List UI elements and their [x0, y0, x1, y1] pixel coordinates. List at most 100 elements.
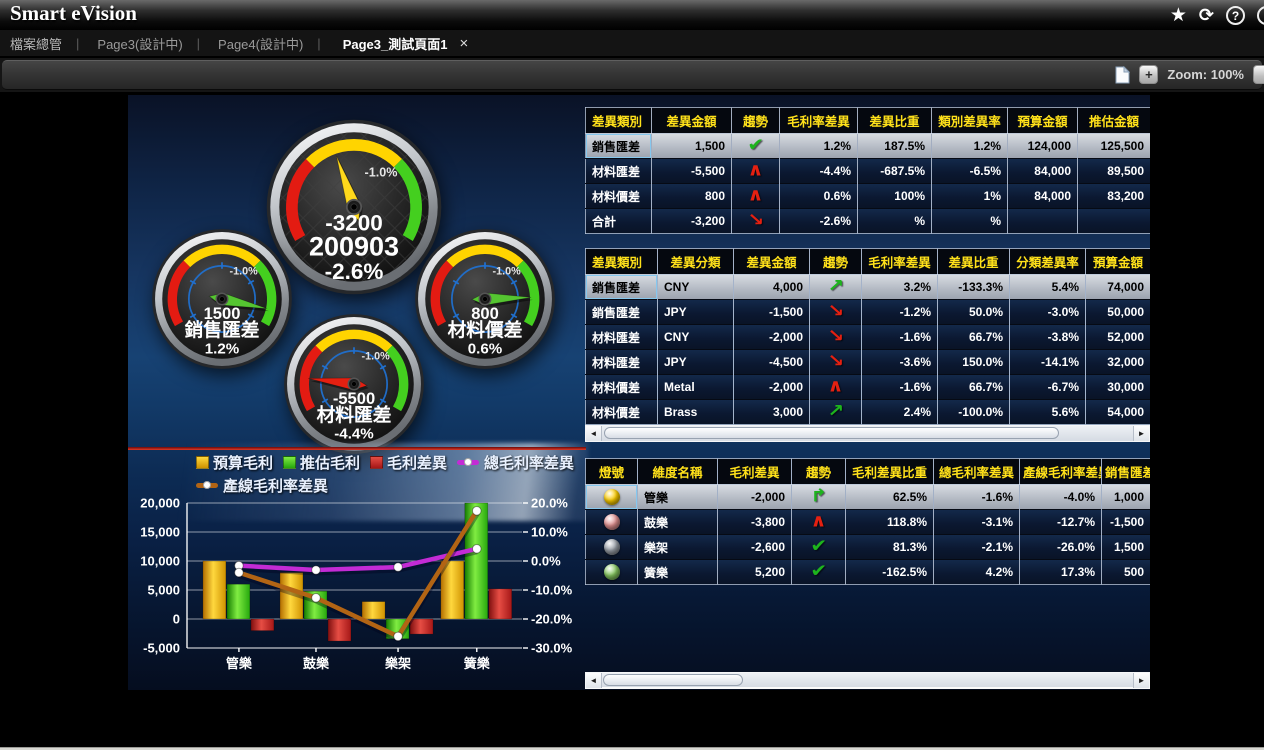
- scrollbar-thumb[interactable]: [603, 674, 743, 686]
- column-header[interactable]: 毛利率差異: [779, 107, 858, 134]
- table-cell: 50,000: [1085, 299, 1150, 325]
- table-row[interactable]: 樂架 -2,600 ✔ 81.3% -2.1% -26.0% 1,500: [585, 534, 1150, 560]
- table-cell: 52,000: [1085, 324, 1150, 350]
- column-header[interactable]: 預算金額: [1085, 248, 1150, 275]
- table-row[interactable]: 合計 -3,200 ↘ -2.6%%%: [585, 208, 1150, 234]
- column-header[interactable]: 預算金額: [1007, 107, 1078, 134]
- scrollbar-thumb[interactable]: [604, 427, 1059, 439]
- table-row[interactable]: 管樂 -2,000 ↱ 62.5% -1.6% -4.0% 1,000: [585, 484, 1150, 510]
- table-row[interactable]: 材料價差 Metal -2,000 ∧ -1.6% 66.7% -6.7% 30,000: [585, 374, 1150, 400]
- help-icon[interactable]: ?: [1226, 6, 1245, 25]
- favorite-star-icon[interactable]: ★: [1169, 5, 1187, 26]
- table-cell: 187.5%: [857, 133, 932, 159]
- column-header[interactable]: 差異比重: [857, 107, 932, 134]
- column-header[interactable]: 燈號: [585, 458, 638, 485]
- column-header[interactable]: 銷售匯差: [1101, 458, 1150, 485]
- gauge-period-total[interactable]: -1.0% -3200 200903 -2.6%: [264, 117, 444, 297]
- bar-推估毛利[interactable]: [464, 502, 489, 620]
- gauge-percent: 0.6%: [468, 341, 503, 358]
- table-cell: ↗: [809, 399, 862, 425]
- table-row[interactable]: 銷售匯差 1,500 ✔ 1.2% 187.5% 1.2% 124,000 125,500: [585, 133, 1150, 159]
- table-row[interactable]: 銷售匯差 JPY -1,500 ↘ -1.2% 50.0% -3.0% 50,000: [585, 299, 1150, 325]
- table-row[interactable]: 簧樂 5,200 ✔ -162.5% 4.2% 17.3% 500: [585, 559, 1150, 585]
- column-header[interactable]: 差異類別: [585, 248, 658, 275]
- column-header[interactable]: 差異分類: [657, 248, 734, 275]
- table2-hscrollbar[interactable]: ◄ ►: [585, 425, 1150, 442]
- table-row[interactable]: 材料價差 800 ∧ 0.6% 100% 1% 84,000 83,200: [585, 183, 1150, 209]
- table-cell: -2,000: [733, 374, 810, 400]
- column-header[interactable]: 差異金額: [733, 248, 810, 275]
- table-cell: -12.7%: [1019, 509, 1102, 535]
- scroll-left-arrow-button[interactable]: ◄: [586, 426, 602, 441]
- table-row[interactable]: 材料匯差 -5,500 ∧ -4.4% -687.5% -6.5% 84,000 89,500: [585, 158, 1150, 184]
- tab-page3-design[interactable]: Page3(設計中): [97, 36, 183, 52]
- column-header[interactable]: 趨勢: [809, 248, 862, 275]
- line-產線毛利率差異: [238, 509, 479, 639]
- bar-預算毛利[interactable]: [202, 560, 227, 620]
- refresh-icon[interactable]: ⟳: [1198, 5, 1214, 25]
- bar-毛利差異[interactable]: [250, 618, 275, 631]
- tab-page3-test-active[interactable]: Page3_測試頁面1: [342, 36, 448, 52]
- legend-item: 預算毛利: [196, 452, 273, 473]
- scroll-right-arrow-button[interactable]: ►: [1133, 673, 1149, 688]
- table-cell: 材料價差: [585, 183, 652, 209]
- column-header[interactable]: 毛利差異: [717, 458, 792, 485]
- line-point: [311, 565, 321, 575]
- table-cell: ↱: [791, 484, 846, 510]
- table-row[interactable]: 鼓樂 -3,800 ∧ 118.8% -3.1% -12.7% -1,500: [585, 509, 1150, 535]
- gauge-sales-fx[interactable]: -1.0% 1500 銷售匯差 1.2%: [150, 227, 294, 371]
- column-header[interactable]: 推估金額: [1077, 107, 1150, 134]
- bar-毛利差異[interactable]: [409, 618, 434, 635]
- scroll-left-arrow-button[interactable]: ◄: [586, 673, 602, 688]
- table-cell: ↘: [809, 349, 862, 375]
- table-cell: 樂架: [637, 534, 718, 560]
- table3-hscrollbar[interactable]: ◄ ►: [585, 672, 1150, 689]
- column-header[interactable]: 差異比重: [937, 248, 1010, 275]
- column-header[interactable]: 趨勢: [791, 458, 846, 485]
- column-header[interactable]: 總毛利率差異: [933, 458, 1020, 485]
- table-cell: -2,600: [717, 534, 792, 560]
- column-header[interactable]: 毛利差異比重: [845, 458, 934, 485]
- table-cell: -2,000: [717, 484, 792, 510]
- gauge-material-fx[interactable]: -1.0% -5500 材料匯差 -4.4%: [282, 312, 426, 456]
- bar-預算毛利[interactable]: [440, 560, 465, 620]
- tab-page4-design[interactable]: Page4(設計中): [218, 36, 304, 52]
- table-cell: %: [857, 208, 932, 234]
- chart-legend-row1: 預算毛利 推估毛利 毛利差異 總毛利率差異: [196, 452, 580, 473]
- zoom-in-button[interactable]: +: [1139, 65, 1159, 84]
- new-page-icon[interactable]: [1115, 65, 1131, 84]
- power-icon[interactable]: [1257, 6, 1264, 25]
- table-cell: [585, 559, 638, 585]
- bar-預算毛利[interactable]: [361, 601, 386, 620]
- scroll-right-arrow-button[interactable]: ►: [1133, 426, 1149, 441]
- zoom-out-button[interactable]: [1253, 65, 1264, 84]
- table-cell: 0.6%: [779, 183, 858, 209]
- table-row[interactable]: 材料匯差 JPY -4,500 ↘ -3.6% 150.0% -14.1% 32,000: [585, 349, 1150, 375]
- gauge-material-price[interactable]: -1.0% 800 材料價差 0.6%: [413, 227, 557, 371]
- table-row[interactable]: 材料匯差 CNY -2,000 ↘ -1.6% 66.7% -3.8% 52,000: [585, 324, 1150, 350]
- table-cell: -1,500: [733, 299, 810, 325]
- column-header[interactable]: 趨勢: [731, 107, 780, 134]
- tab-file-explorer[interactable]: 檔案總管: [10, 36, 63, 52]
- bar-毛利差異[interactable]: [488, 588, 513, 620]
- bar-毛利差異[interactable]: [327, 618, 352, 642]
- table-row[interactable]: 銷售匯差 CNY 4,000 ↗ 3.2% -133.3% 5.4% 74,000: [585, 274, 1150, 300]
- column-header[interactable]: 差異類別: [585, 107, 652, 134]
- tab-separator: |: [196, 35, 201, 51]
- dashboard-canvas: -1.0% -3200 200903 -2.6% -1.0% 1500 銷售匯差 1.2% …: [128, 95, 1150, 690]
- table-cell: 5,200: [717, 559, 792, 585]
- red-up-trend-icon: ∧: [827, 377, 844, 396]
- table-cell: [585, 534, 638, 560]
- table-row[interactable]: 材料價差 Brass 3,000 ↗ 2.4% -100.0% 5.6% 54,000: [585, 399, 1150, 425]
- close-tab-icon[interactable]: ×: [459, 34, 469, 52]
- table-cell: 4.2%: [933, 559, 1020, 585]
- column-header[interactable]: 產線毛利率差異: [1019, 458, 1102, 485]
- gray-status-ball-icon: [603, 539, 620, 555]
- column-header[interactable]: 分類差異率: [1009, 248, 1086, 275]
- column-header[interactable]: 毛利率差異: [861, 248, 938, 275]
- column-header[interactable]: 維度名稱: [637, 458, 718, 485]
- column-header[interactable]: 類別差異率: [931, 107, 1008, 134]
- column-header[interactable]: 差異金額: [651, 107, 732, 134]
- bar-推估毛利[interactable]: [226, 583, 251, 620]
